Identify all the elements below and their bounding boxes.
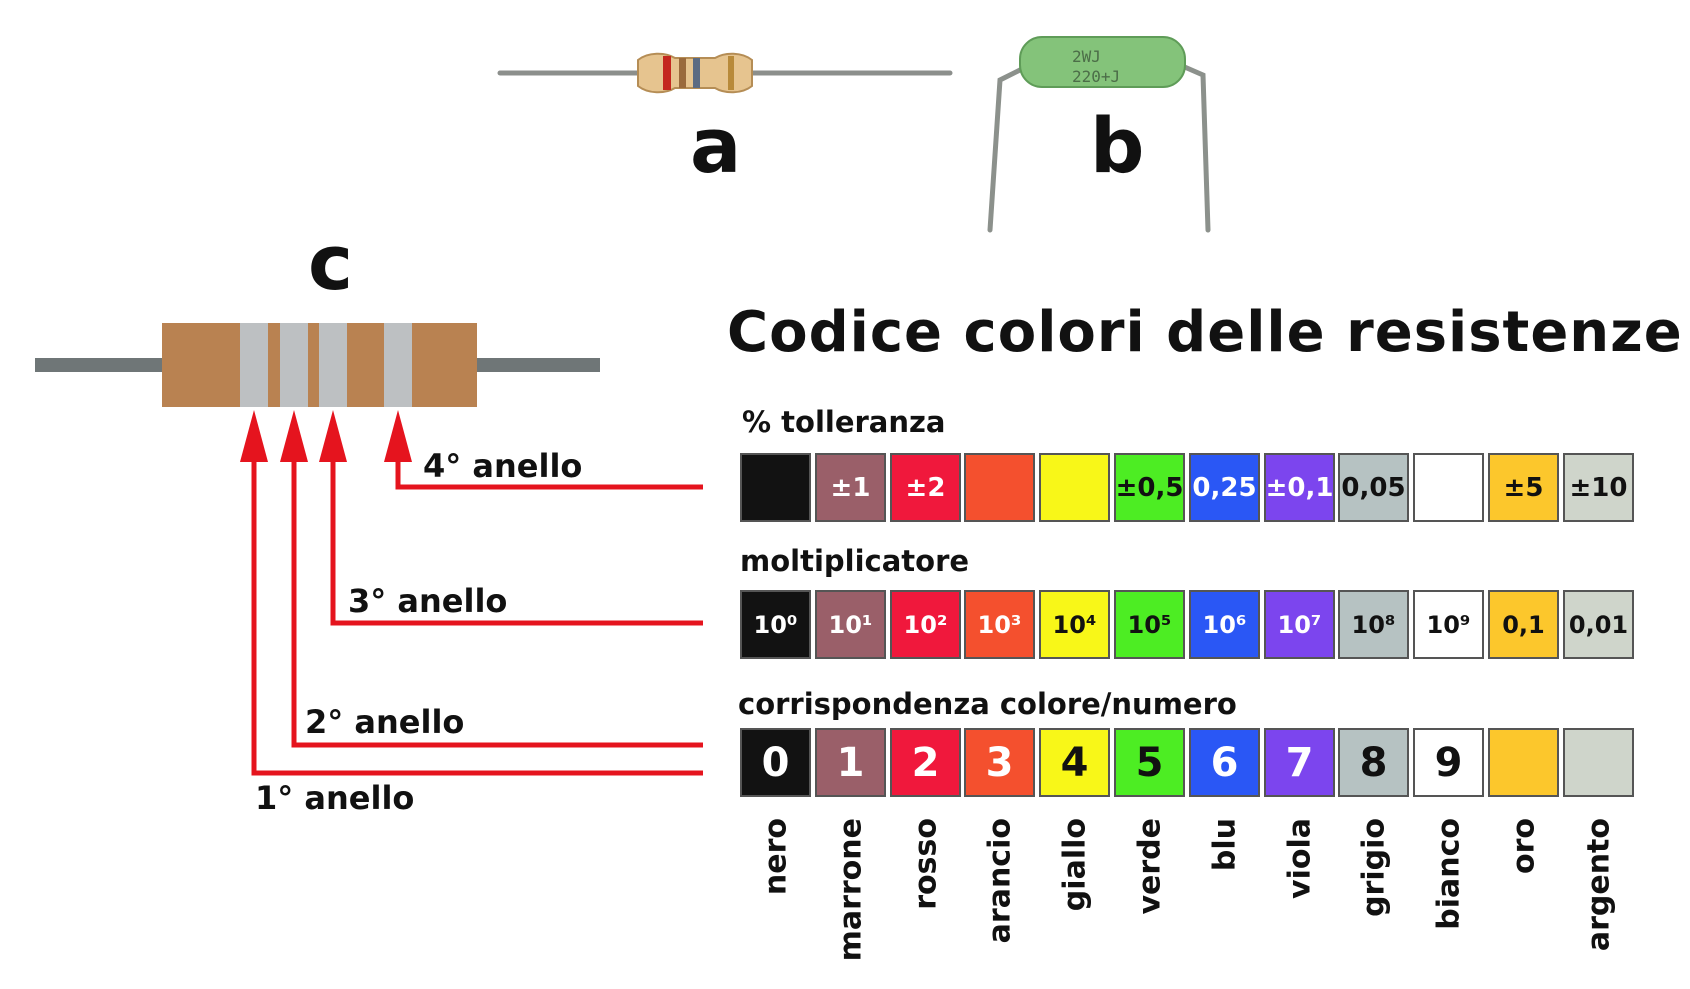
tolerance-cell-giallo	[1039, 453, 1110, 522]
multiplier-cell-blu: 10⁶	[1189, 590, 1260, 659]
color-name-viola: viola	[1264, 818, 1335, 978]
arrow-line-4	[395, 460, 703, 490]
tolerance-cell-grigio: 0,05	[1338, 453, 1409, 522]
tolerance-cell-bianco	[1413, 453, 1484, 522]
band-4	[384, 323, 412, 407]
digit-cell-grigio: 8	[1338, 728, 1409, 797]
color-name-label: nero	[758, 818, 793, 896]
multiplier-cell-bianco: 10⁹	[1413, 590, 1484, 659]
digit-cell-giallo: 4	[1039, 728, 1110, 797]
color-name-marrone: marrone	[815, 818, 886, 978]
resistor-b-print-1: 2WJ	[1072, 47, 1101, 66]
arrow-line-3	[330, 460, 703, 626]
color-name-label: blu	[1207, 818, 1242, 872]
arrow-line-1	[251, 460, 703, 776]
color-name-label: bianco	[1431, 818, 1466, 930]
multiplier-cell-argento: 0,01	[1563, 590, 1634, 659]
color-name-giallo: giallo	[1039, 818, 1110, 978]
lead-left	[35, 358, 165, 372]
band-3	[319, 323, 347, 407]
resistor-photo-a	[497, 52, 953, 94]
color-name-label: oro	[1506, 818, 1541, 875]
digit-cell-viola: 7	[1264, 728, 1335, 797]
tolerance-cell-arancio	[964, 453, 1035, 522]
digit-cell-bianco: 9	[1413, 728, 1484, 797]
band-2	[280, 323, 308, 407]
label-b: b	[1090, 101, 1145, 190]
multiplier-cell-rosso: 10²	[890, 590, 961, 659]
tolerance-cell-oro: ±5	[1488, 453, 1559, 522]
color-name-arancio: arancio	[964, 818, 1035, 978]
multiplier-cell-marrone: 10¹	[815, 590, 886, 659]
multiplier-cell-grigio: 10⁸	[1338, 590, 1409, 659]
resistor-diagram-c	[35, 323, 703, 776]
resistor-photo-b: 2WJ 220+J	[987, 36, 1211, 233]
color-name-grigio: grigio	[1338, 818, 1409, 978]
ring-label-4: 4° anello	[423, 447, 583, 485]
tolerance-cell-rosso: ±2	[890, 453, 961, 522]
digit-cell-blu: 6	[1189, 728, 1260, 797]
color-name-nero: nero	[740, 818, 811, 978]
color-name-label: grigio	[1356, 818, 1391, 917]
color-name-verde: verde	[1114, 818, 1185, 978]
arrow-head-4	[384, 410, 412, 462]
resistor-b-print-2: 220+J	[1072, 67, 1120, 86]
color-name-label: giallo	[1057, 818, 1092, 912]
digit-row-label: corrispondenza colore/numero	[738, 687, 1237, 721]
color-name-label: arancio	[982, 818, 1017, 944]
multiplier-cell-oro: 0,1	[1488, 590, 1559, 659]
digit-cell-nero: 0	[740, 728, 811, 797]
digit-cell-marrone: 1	[815, 728, 886, 797]
tolerance-cell-marrone: ±1	[815, 453, 886, 522]
tolerance-cell-argento: ±10	[1563, 453, 1634, 522]
ring-label-2: 2° anello	[305, 703, 465, 741]
tolerance-cell-verde: ±0,5	[1114, 453, 1185, 522]
multiplier-row-label: moltiplicatore	[740, 544, 970, 578]
color-name-rosso: rosso	[890, 818, 961, 978]
color-name-label: viola	[1282, 818, 1317, 899]
color-name-label: marrone	[833, 818, 868, 962]
digit-cell-verde: 5	[1114, 728, 1185, 797]
multiplier-cell-arancio: 10³	[964, 590, 1035, 659]
lead-right	[475, 358, 600, 372]
arrow-head-3	[319, 410, 347, 462]
label-c: c	[308, 218, 354, 307]
ring-label-1: 1° anello	[255, 779, 415, 817]
multiplier-cell-nero: 10⁰	[740, 590, 811, 659]
arrow-head-1	[240, 410, 268, 462]
digit-cell-arancio: 3	[964, 728, 1035, 797]
tolerance-cell-viola: ±0,1	[1264, 453, 1335, 522]
color-name-oro: oro	[1488, 818, 1559, 978]
color-name-bianco: bianco	[1413, 818, 1484, 978]
color-name-label: argento	[1581, 818, 1616, 952]
ring-label-3: 3° anello	[348, 582, 508, 620]
color-name-argento: argento	[1563, 818, 1634, 978]
color-name-label: verde	[1132, 818, 1167, 915]
tolerance-row-label: % tolleranza	[742, 405, 946, 439]
multiplier-cell-verde: 10⁵	[1114, 590, 1185, 659]
digit-cell-rosso: 2	[890, 728, 961, 797]
arrow-line-2	[291, 460, 703, 748]
label-a: a	[690, 101, 742, 190]
page-title: Codice colori delle resistenze	[727, 300, 1683, 365]
arrow-head-2	[280, 410, 308, 462]
color-name-label: rosso	[908, 818, 943, 910]
digit-cell-argento	[1563, 728, 1634, 797]
multiplier-cell-giallo: 10⁴	[1039, 590, 1110, 659]
tolerance-cell-blu: 0,25	[1189, 453, 1260, 522]
digit-cell-oro	[1488, 728, 1559, 797]
color-name-blu: blu	[1189, 818, 1260, 978]
band-1	[240, 323, 268, 407]
tolerance-cell-nero	[740, 453, 811, 522]
multiplier-cell-viola: 10⁷	[1264, 590, 1335, 659]
